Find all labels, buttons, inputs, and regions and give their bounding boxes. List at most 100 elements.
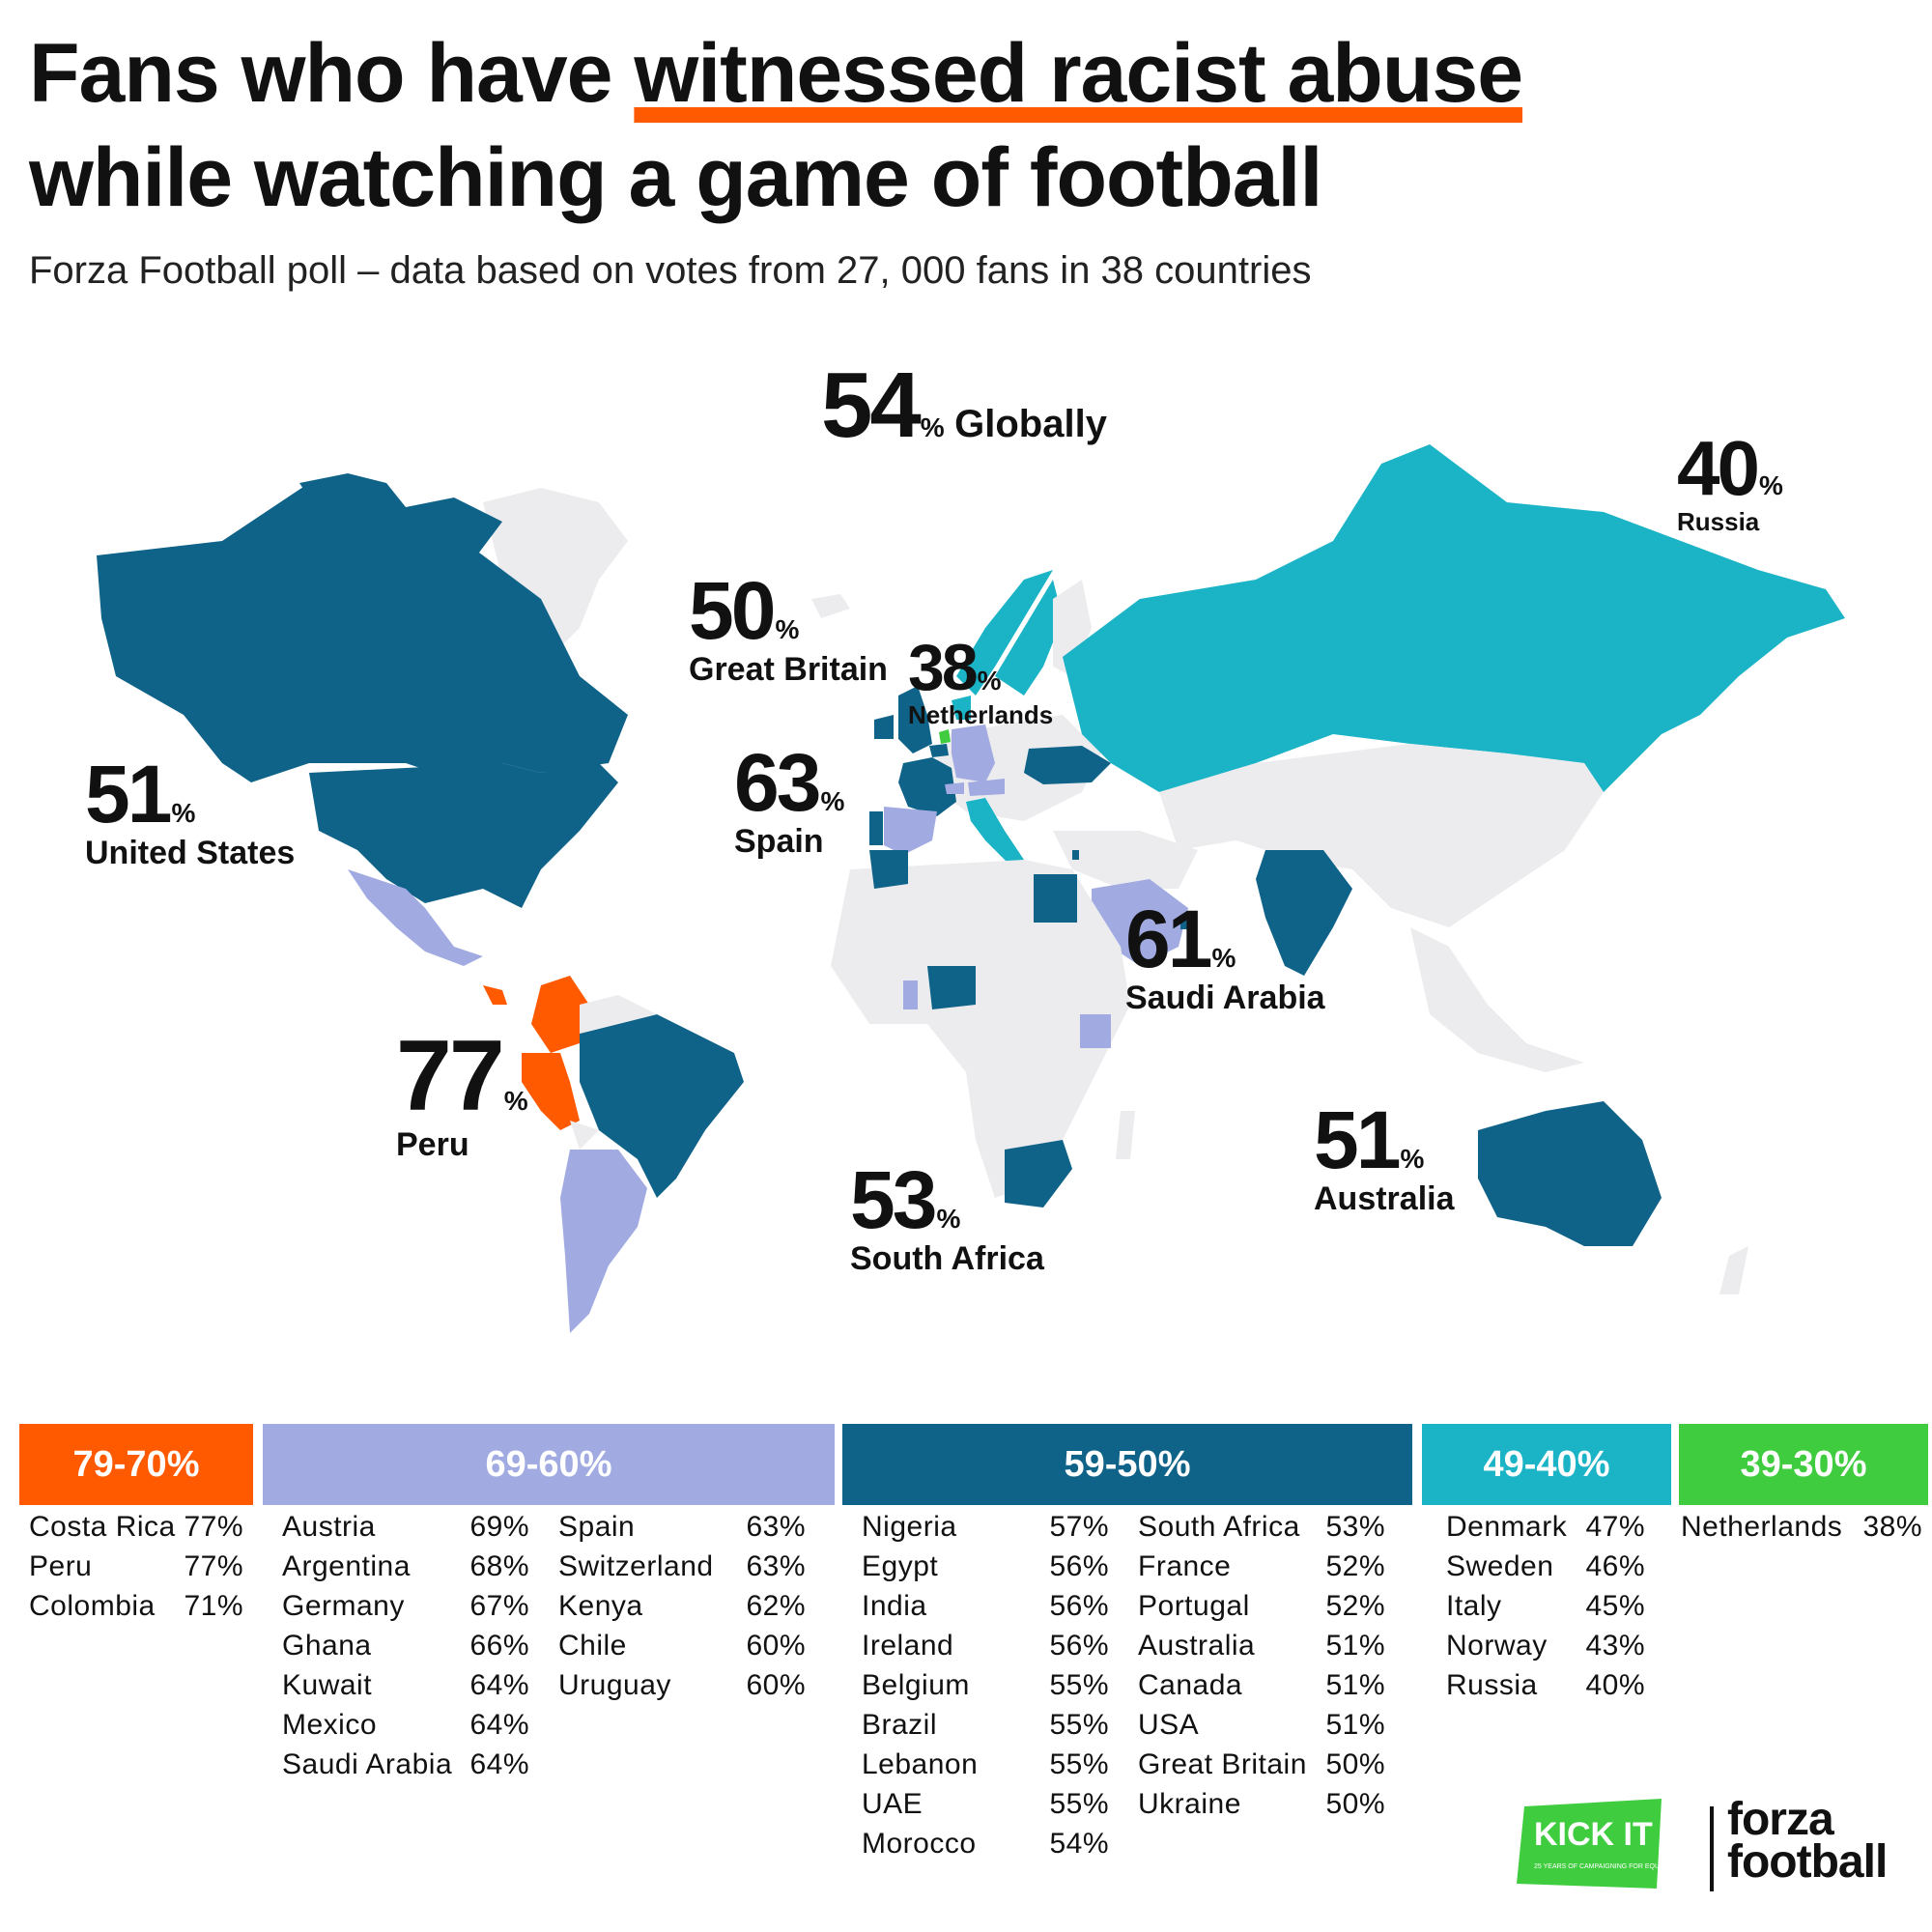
legend-value: 69%: [469, 1511, 529, 1543]
legend-row: UAE 55%: [862, 1784, 1109, 1824]
legend-country: Ireland: [862, 1630, 954, 1662]
region-kenya: [1080, 1014, 1111, 1048]
region-brazil: [580, 1014, 744, 1198]
legend-country: Austria: [282, 1511, 376, 1543]
legend-list-49-40: Denmark 47% Sweden 46% Italy 45% Norway 43% Russ…: [1446, 1507, 1645, 1705]
region-iceland: [811, 594, 850, 618]
bin-header-49-40: 49-40%: [1422, 1424, 1671, 1505]
legend-country: Saudi Arabia: [282, 1748, 453, 1780]
region-ireland: [874, 715, 894, 739]
legend-value: 60%: [746, 1630, 806, 1662]
region-sweden: [995, 580, 1063, 696]
legend-value: 55%: [1049, 1788, 1109, 1820]
legend-country: Colombia: [29, 1590, 156, 1622]
region-canada: [97, 483, 628, 782]
legend-country: Italy: [1446, 1590, 1502, 1622]
region-belgium: [929, 744, 949, 757]
title-line1-plain: Fans who have: [29, 27, 635, 120]
legend-country: Portugal: [1138, 1590, 1250, 1622]
legend-row: Netherlands 38%: [1681, 1507, 1922, 1547]
region-peru: [522, 1053, 580, 1130]
legend-row: Colombia 71%: [29, 1586, 243, 1626]
legend-country: Netherlands: [1681, 1511, 1843, 1543]
legend-value: 71%: [184, 1590, 243, 1622]
bin-header-79-70: 79-70%: [19, 1424, 253, 1505]
legend-value: 50%: [1325, 1788, 1385, 1820]
legend-value: 45%: [1585, 1590, 1645, 1622]
region-australia: [1478, 1101, 1662, 1246]
legend-row: India 56%: [862, 1586, 1109, 1626]
legend-row: Portugal 52%: [1138, 1586, 1385, 1626]
svg-text:25 YEARS OF CAMPAIGNING FOR EQ: 25 YEARS OF CAMPAIGNING FOR EQUALITY IN …: [1534, 1863, 1724, 1870]
legend-row: South Africa 53%: [1138, 1507, 1385, 1547]
legend-row: USA 51%: [1138, 1705, 1385, 1745]
region-kuwait: [1140, 884, 1150, 894]
legend-row: Great Britain 50%: [1138, 1745, 1385, 1784]
legend-country: Chile: [558, 1630, 627, 1662]
region-france: [898, 757, 956, 816]
region-egypt: [1034, 874, 1077, 923]
legend-value: 47%: [1585, 1511, 1645, 1543]
legend-value: 77%: [184, 1550, 243, 1582]
legend-row: France 52%: [1138, 1547, 1385, 1586]
label-saudi-arabia: 61% Saudi Arabia: [1125, 894, 1325, 1016]
legend-row: Sweden 46%: [1446, 1547, 1645, 1586]
region-austria: [968, 779, 1005, 796]
legend-country: Kuwait: [282, 1669, 373, 1701]
legend-value: 50%: [1325, 1748, 1385, 1780]
region-russia: [1063, 444, 1845, 792]
legend-row: Austria 69%: [282, 1507, 529, 1547]
legend-country: Great Britain: [1138, 1748, 1307, 1780]
legend-row: Norway 43%: [1446, 1626, 1645, 1665]
legend-country: UAE: [862, 1788, 923, 1820]
legend-value: 64%: [469, 1669, 529, 1701]
legend-value: 56%: [1049, 1550, 1109, 1582]
region-madagascar: [1116, 1111, 1135, 1159]
legend-country: Kenya: [558, 1590, 643, 1622]
legend-country: France: [1138, 1550, 1232, 1582]
region-italy: [966, 798, 1024, 865]
world-map: [97, 444, 1845, 1333]
chart-title: Fans who have witnessed racist abuse whi…: [29, 21, 1864, 230]
legend-country: Nigeria: [862, 1511, 957, 1543]
kickitout-logo: KICK IT OUT 25 YEARS OF CAMPAIGNING FOR …: [1517, 1799, 1731, 1891]
legend-country: Norway: [1446, 1630, 1548, 1662]
region-usa: [309, 763, 618, 908]
legend-row: Lebanon 55%: [862, 1745, 1109, 1784]
label-netherlands: 38% Netherlands: [908, 631, 1054, 729]
title-highlight: witnessed racist abuse: [634, 27, 1523, 120]
legend-value: 40%: [1585, 1669, 1645, 1701]
legend-country: Ukraine: [1138, 1788, 1241, 1820]
legend-list-79-70: Costa Rica 77% Peru 77% Colombia 71%: [29, 1507, 243, 1626]
legend-value: 63%: [746, 1550, 806, 1582]
legend-row: Uruguay 60%: [558, 1665, 806, 1705]
region-south-africa: [1005, 1140, 1072, 1208]
region-germany: [952, 724, 995, 782]
legend-value: 38%: [1862, 1511, 1922, 1543]
legend-row: Canada 51%: [1138, 1665, 1385, 1705]
legend-value: 63%: [746, 1511, 806, 1543]
legend-country: Sweden: [1446, 1550, 1554, 1582]
legend-row: Russia 40%: [1446, 1665, 1645, 1705]
legend-value: 56%: [1049, 1630, 1109, 1662]
label-peru: 77% Peru: [396, 1020, 528, 1163]
legend-value: 46%: [1585, 1550, 1645, 1582]
legend-value: 56%: [1049, 1590, 1109, 1622]
legend-list-69-60-a: Austria 69% Argentina 68% Germany 67% Ghana 66%…: [282, 1507, 529, 1784]
legend-value: 66%: [469, 1630, 529, 1662]
legend-country: Lebanon: [862, 1748, 979, 1780]
label-russia: 40% Russia: [1677, 425, 1783, 536]
legend-country: Belgium: [862, 1669, 970, 1701]
legend-value: 68%: [469, 1550, 529, 1582]
legend-row: Ghana 66%: [282, 1626, 529, 1665]
bin-header-69-60: 69-60%: [263, 1424, 835, 1505]
legend-country: India: [862, 1590, 927, 1622]
legend-row: Spain 63%: [558, 1507, 806, 1547]
legend-value: 54%: [1049, 1828, 1109, 1860]
region-morocco: [869, 850, 908, 889]
region-ukraine: [1024, 746, 1111, 784]
region-asia-other: [1159, 744, 1604, 927]
region-colombia: [531, 976, 589, 1053]
region-portugal: [869, 811, 883, 845]
region-nigeria: [927, 966, 976, 1009]
